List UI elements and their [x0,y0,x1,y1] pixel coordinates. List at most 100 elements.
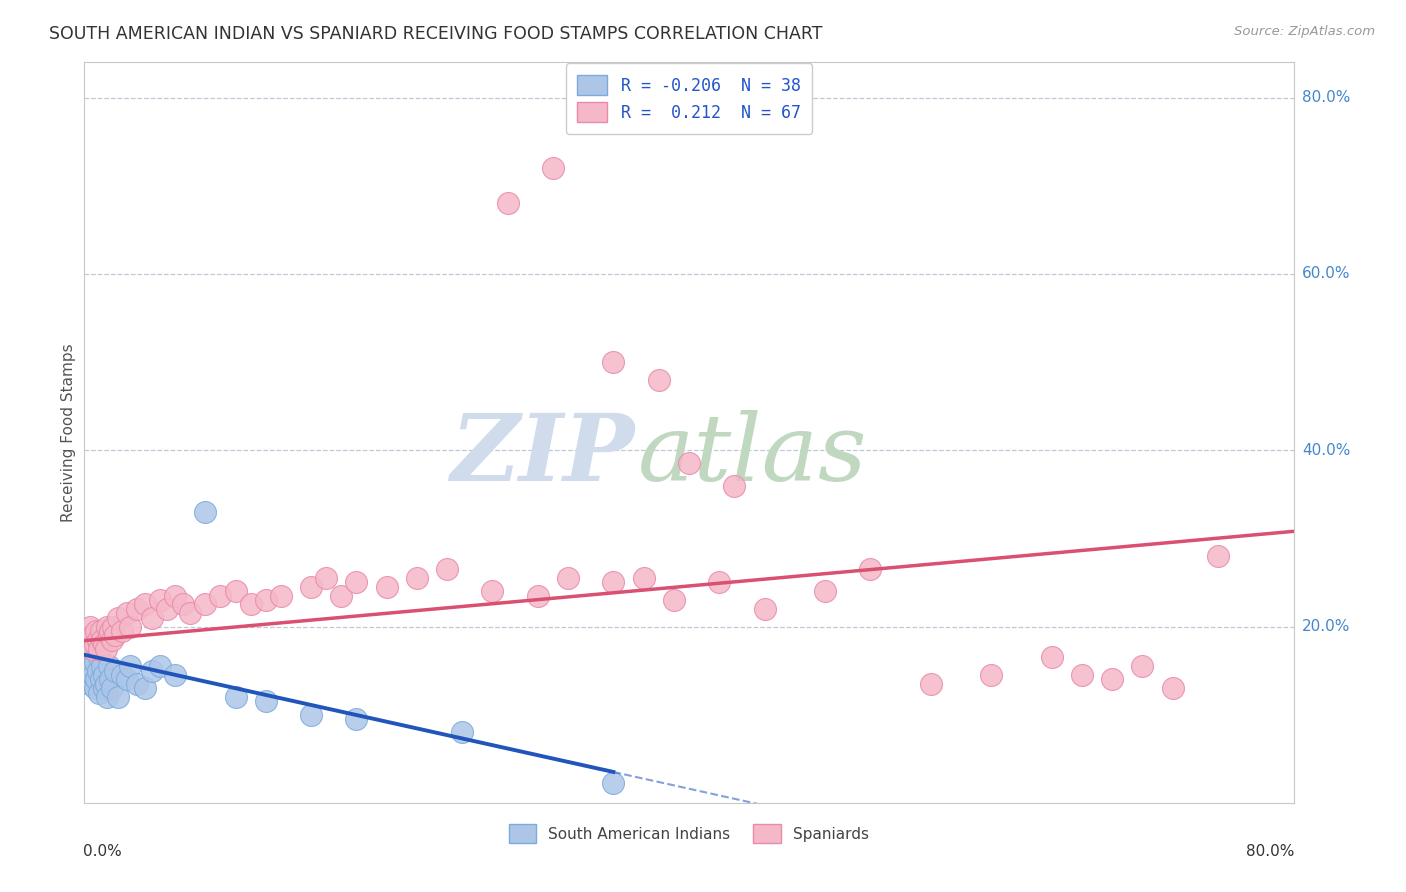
Text: 60.0%: 60.0% [1302,267,1350,282]
Point [602,575,624,590]
Point [80,659,103,673]
Point [299,580,322,594]
Point [557,571,579,585]
Point [107,690,129,704]
Point [134,598,156,612]
Point [980,668,1002,682]
Point [82,628,104,642]
Point [859,562,882,576]
Point [149,593,172,607]
Text: 80.0%: 80.0% [1246,844,1295,858]
Point [118,659,141,673]
Point [141,664,163,678]
Point [76,659,98,673]
Point [194,505,217,519]
Point [141,610,163,624]
Point [194,598,217,612]
Point [709,575,731,590]
Point [97,628,120,642]
Point [1040,650,1063,665]
Point [84,681,107,696]
Point [496,196,519,211]
Point [86,673,108,687]
Point [98,673,121,687]
Point [107,610,129,624]
Point [920,677,942,691]
Point [91,632,114,647]
Point [91,659,114,673]
Point [87,632,110,647]
Point [89,685,111,699]
Point [94,677,117,691]
Point [254,593,277,607]
Point [662,593,685,607]
Point [1161,681,1184,696]
Text: 40.0%: 40.0% [1302,442,1350,458]
Point [94,641,117,656]
Point [100,632,122,647]
Point [86,624,108,638]
Point [678,457,700,471]
Point [90,673,112,687]
Point [1206,549,1229,563]
Point [541,161,564,176]
Point [96,690,118,704]
Point [93,668,115,682]
Point [1130,659,1153,673]
Point [104,664,127,678]
Point [209,589,232,603]
Point [79,619,101,633]
Point [527,589,550,603]
Point [127,677,149,691]
Point [80,641,103,656]
Point [633,571,655,585]
Point [723,478,745,492]
Point [77,632,100,647]
Point [406,571,429,585]
Point [754,602,776,616]
Point [98,624,121,638]
Point [299,707,322,722]
Point [111,624,134,638]
Point [156,602,179,616]
Point [79,677,101,691]
Point [330,589,353,603]
Point [101,619,124,633]
Point [100,681,122,696]
Point [1101,673,1123,687]
Legend: South American Indians, Spaniards: South American Indians, Spaniards [501,817,877,851]
Text: 0.0%: 0.0% [83,844,122,858]
Point [315,571,337,585]
Point [481,584,503,599]
Point [165,589,187,603]
Point [118,619,141,633]
Point [346,575,368,590]
Point [814,584,837,599]
Point [375,580,398,594]
Point [1071,668,1094,682]
Y-axis label: Receiving Food Stamps: Receiving Food Stamps [60,343,76,522]
Point [84,637,107,651]
Text: ZIP: ZIP [450,409,634,500]
Point [96,619,118,633]
Point [451,725,474,739]
Text: 20.0%: 20.0% [1302,619,1350,634]
Point [270,589,292,603]
Point [648,373,671,387]
Point [346,712,368,726]
Point [82,668,104,682]
Point [111,668,134,682]
Point [89,650,111,665]
Point [172,598,194,612]
Text: 80.0%: 80.0% [1302,90,1350,105]
Point [239,598,262,612]
Text: SOUTH AMERICAN INDIAN VS SPANIARD RECEIVING FOOD STAMPS CORRELATION CHART: SOUTH AMERICAN INDIAN VS SPANIARD RECEIV… [49,25,823,43]
Point [179,607,201,621]
Point [115,673,138,687]
Point [165,668,187,682]
Point [87,664,110,678]
Text: Source: ZipAtlas.com: Source: ZipAtlas.com [1234,25,1375,38]
Point [89,641,111,656]
Point [80,641,103,656]
Point [436,562,458,576]
